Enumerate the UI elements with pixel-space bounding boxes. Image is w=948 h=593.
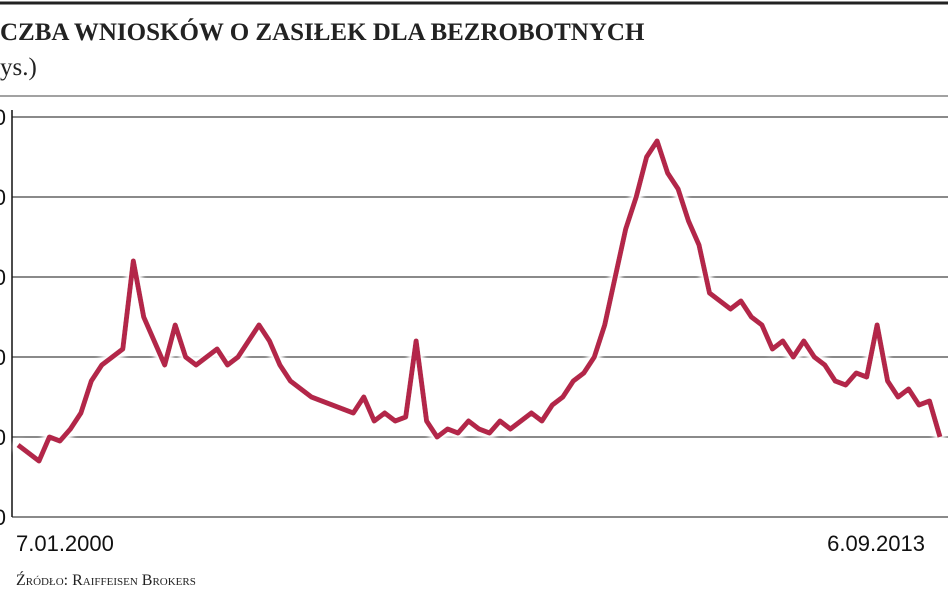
source-note: Źródło: Raiffeisen Brokers xyxy=(16,570,196,589)
y-tick-label: 400 xyxy=(0,345,6,370)
data-line xyxy=(16,138,943,464)
y-tick-label: 600 xyxy=(0,185,6,210)
y-tick-label: 200 xyxy=(0,505,6,530)
x-tick-label: 7.01.2000 xyxy=(16,531,114,556)
y-tick-label: 500 xyxy=(0,265,6,290)
x-tick-label: 6.09.2013 xyxy=(827,531,925,556)
y-tick-label: 700 xyxy=(0,105,6,130)
chart-subtitle: ys.) xyxy=(0,54,37,81)
y-tick-label: 300 xyxy=(0,425,6,450)
chart-title: CZBA WNIOSKÓW O ZASIŁEK DLA BEZROBOTNYCH xyxy=(0,18,645,46)
